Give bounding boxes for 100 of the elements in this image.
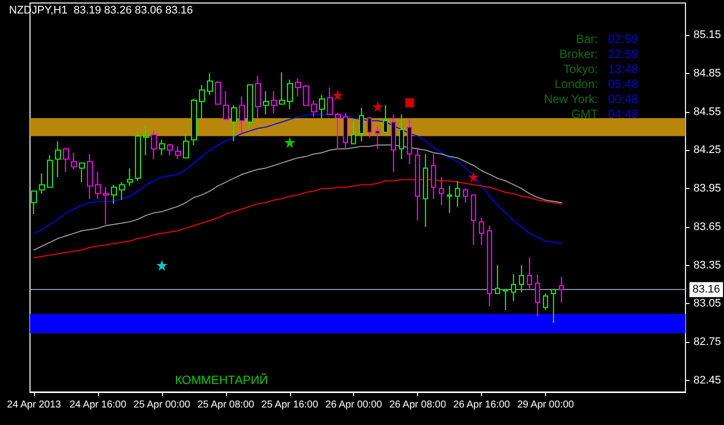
candlestick — [247, 84, 253, 129]
candlestick — [375, 125, 380, 150]
y-tick-label: 83.95 — [693, 182, 722, 195]
candlestick — [159, 139, 165, 156]
candlestick — [183, 133, 189, 158]
x-tick-label: 26 Apr 16:00 — [453, 400, 510, 410]
candlestick — [535, 274, 540, 318]
candlestick — [287, 79, 293, 110]
candlestick — [47, 154, 53, 188]
candlestick — [207, 72, 213, 96]
text: 13:48 — [608, 62, 638, 76]
candlestick — [95, 171, 101, 200]
candlestick — [103, 186, 109, 225]
candlestick — [63, 147, 69, 172]
x-tick-label: 24 Apr 2013 — [7, 400, 62, 410]
y-tick-label: 83.65 — [693, 220, 722, 233]
text: GMT — [571, 107, 599, 121]
text: 22:59 — [608, 47, 638, 61]
candlestick — [487, 225, 492, 307]
candlestick — [71, 152, 77, 170]
candlestick — [431, 153, 436, 200]
candlestick — [391, 114, 396, 172]
line-series — [33, 114, 562, 244]
candlestick — [263, 90, 269, 115]
candlestick — [463, 188, 468, 204]
candlestick — [359, 107, 364, 142]
ref-line-label: 83.16 — [692, 284, 720, 296]
annotation: New York: — [544, 92, 598, 106]
x-tick-label: 29 Apr 00:00 — [517, 400, 574, 410]
point — [468, 172, 480, 183]
line-series — [33, 144, 562, 250]
candlestick — [423, 153, 428, 228]
x-tick-label: 25 Apr 08:00 — [197, 400, 255, 410]
point — [405, 98, 414, 108]
y-tick-label: 82.45 — [693, 374, 722, 386]
y-tick-label: 84.55 — [693, 106, 722, 118]
candlestick — [231, 104, 237, 142]
candlestick — [87, 153, 93, 200]
candlestick — [399, 114, 404, 160]
candlestick — [455, 180, 460, 207]
candlestick — [167, 143, 173, 156]
y-tick-label: 85.15 — [693, 28, 722, 41]
y-tick-label: 82.75 — [693, 336, 722, 348]
x-tick-label: 26 Apr 00:00 — [325, 400, 383, 410]
candlestick — [255, 75, 261, 119]
candlestick — [127, 168, 133, 186]
x-tick-label: 26 Apr 08:00 — [389, 400, 446, 410]
y-tick-label: 84.85 — [693, 67, 722, 80]
y-tick-label: 83.35 — [693, 259, 722, 272]
candlestick — [31, 190, 37, 215]
annotation: КОММЕНТАРИЙ — [175, 373, 268, 387]
candlestick — [543, 292, 548, 311]
candlestick — [271, 90, 277, 114]
text: 05:48 — [608, 77, 638, 91]
y-tick-label: 84.25 — [693, 144, 722, 156]
candlestick — [503, 289, 508, 311]
point — [332, 90, 344, 101]
candlestick — [135, 132, 141, 182]
candlestick — [215, 80, 221, 105]
candlestick — [327, 86, 333, 115]
candlestick — [439, 176, 444, 206]
text: 00:48 — [608, 92, 638, 106]
candlestick — [519, 264, 524, 293]
candlestick — [119, 182, 125, 201]
candlestick — [495, 264, 500, 294]
candlestick — [199, 84, 205, 120]
candlestick — [343, 112, 348, 150]
y-tick-label: 83.05 — [693, 298, 722, 310]
annotation: Tokyo: — [563, 62, 598, 76]
candlestick — [415, 147, 420, 222]
candlestick — [151, 130, 157, 160]
annotation: London: — [554, 77, 598, 91]
candlestick — [319, 94, 325, 119]
candlestick — [367, 116, 372, 138]
candlestick — [559, 276, 564, 303]
point — [284, 136, 296, 148]
candlestick — [471, 194, 476, 246]
candlestick — [239, 96, 245, 134]
text: Bar: — [576, 32, 598, 46]
candlestick — [407, 118, 412, 165]
candlestick — [79, 162, 85, 183]
text: 04:48 — [608, 107, 638, 121]
candlestick — [175, 146, 181, 160]
point — [156, 260, 168, 271]
x-tick-label: 24 Apr 16:00 — [70, 400, 127, 410]
x-tick-label: 25 Apr 00:00 — [134, 400, 191, 410]
candlestick — [447, 185, 452, 214]
text: 02:59 — [608, 32, 638, 46]
candlestick — [383, 104, 388, 133]
candlestick — [223, 90, 229, 120]
candlestick — [303, 84, 309, 106]
candlestick — [551, 289, 556, 324]
candlestick — [295, 78, 301, 97]
candlestick — [351, 122, 356, 144]
candlestick — [479, 217, 484, 246]
candlestick — [191, 98, 197, 146]
candlestick — [39, 172, 45, 194]
candlestick — [279, 72, 285, 105]
x-tick-label: 25 Apr 16:00 — [261, 400, 319, 410]
candlestick — [511, 274, 516, 302]
